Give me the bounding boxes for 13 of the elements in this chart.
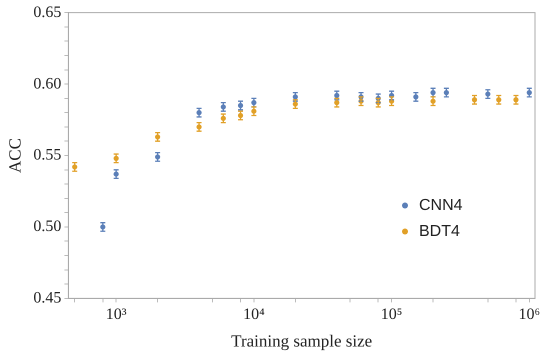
y-axis-title: ACC: [6, 138, 25, 173]
x-tick-label: 10⁵: [380, 306, 402, 324]
legend-label: BDT4: [419, 222, 460, 240]
y-tick-label: 0.60: [33, 75, 62, 92]
x-axis-title: Training sample size: [231, 331, 372, 350]
x-tick-label: 10⁴: [243, 306, 266, 324]
y-tick-label: 0.45: [33, 290, 62, 307]
y-tick-label: 0.65: [33, 4, 62, 21]
y-tick-label: 0.50: [33, 218, 62, 236]
x-tick-label: 10⁶: [518, 306, 540, 324]
y-tick-label: 0.55: [33, 146, 62, 164]
x-tick-label: 10³: [106, 306, 127, 324]
legend-label: CNN4: [419, 196, 463, 214]
